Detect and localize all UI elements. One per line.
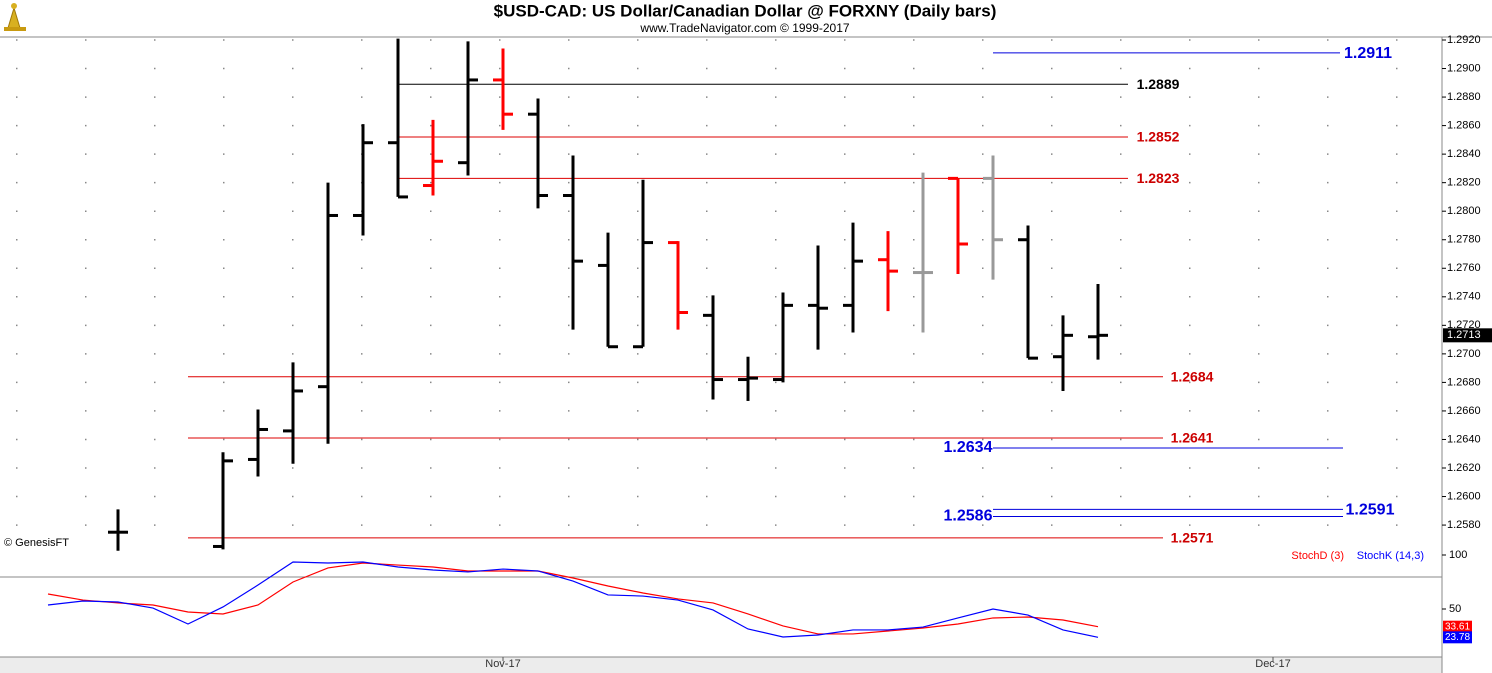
stoch-line <box>47 561 1099 638</box>
level-label: 1.2634 <box>944 439 993 456</box>
y-tick-label: 1.2860 <box>1447 120 1481 132</box>
x-tick-label: Nov-17 <box>485 658 520 670</box>
last-value-box <box>1443 620 1472 633</box>
y-tick-label: 1.2660 <box>1447 405 1481 417</box>
legend-entry: StochK (14,3) <box>1357 550 1424 562</box>
stoch-line <box>47 562 1099 635</box>
y-tick-label: 1.2840 <box>1447 148 1481 160</box>
y-tick-label: 1.2680 <box>1447 376 1481 388</box>
last-value-box <box>1443 631 1472 644</box>
y-tick-label: 1.2720 <box>1447 319 1481 331</box>
y-tick-label: 1.2640 <box>1447 433 1481 445</box>
y-tick-label: 1.2880 <box>1447 91 1481 103</box>
y-tick-label: 1.2920 <box>1447 34 1481 46</box>
y-tick-label: 1.2600 <box>1447 490 1481 502</box>
level-label: 1.2591 <box>1346 502 1395 519</box>
level-label: 1.2641 <box>1171 430 1214 446</box>
level-label: 1.2911 <box>1344 45 1392 62</box>
y-tick-label: 1.2820 <box>1447 177 1481 189</box>
logo <box>4 3 26 31</box>
last-value-label: 33.61 <box>1445 621 1470 632</box>
y-tick-label: 1.2780 <box>1447 234 1481 246</box>
x-axis-strip <box>0 657 1442 673</box>
y-tick-label: 1.2760 <box>1447 262 1481 274</box>
y-tick-label: 100 <box>1449 549 1467 561</box>
level-label: 1.2852 <box>1137 129 1180 145</box>
level-label: 1.2571 <box>1171 530 1214 546</box>
legend-entry: StochD (3) <box>1291 550 1344 562</box>
y-tick-label: 1.2800 <box>1447 205 1481 217</box>
y-tick-label: 1.2740 <box>1447 291 1481 303</box>
last-price-box <box>1443 328 1492 343</box>
source-note: © GenesisFT <box>4 537 69 549</box>
chart-title: $USD-CAD: US Dollar/Canadian Dollar @ FO… <box>494 1 997 20</box>
y-tick-label: 50 <box>1449 603 1461 615</box>
level-label: 1.2684 <box>1171 368 1214 384</box>
level-label: 1.2823 <box>1137 170 1180 186</box>
chart-subtitle: www.TradeNavigator.com © 1999-2017 <box>639 21 849 35</box>
last-value-label: 23.78 <box>1445 632 1470 643</box>
y-tick-label: 1.2700 <box>1447 348 1481 360</box>
y-tick-label: 1.2620 <box>1447 462 1481 474</box>
y-tick-label: 1.2580 <box>1447 519 1481 531</box>
y-tick-label: 1.2900 <box>1447 62 1481 74</box>
level-label: 1.2889 <box>1137 76 1180 92</box>
x-tick-label: Dec-17 <box>1255 658 1290 670</box>
level-label: 1.2586 <box>944 508 993 525</box>
last-price-label: 1.2713 <box>1447 329 1481 341</box>
